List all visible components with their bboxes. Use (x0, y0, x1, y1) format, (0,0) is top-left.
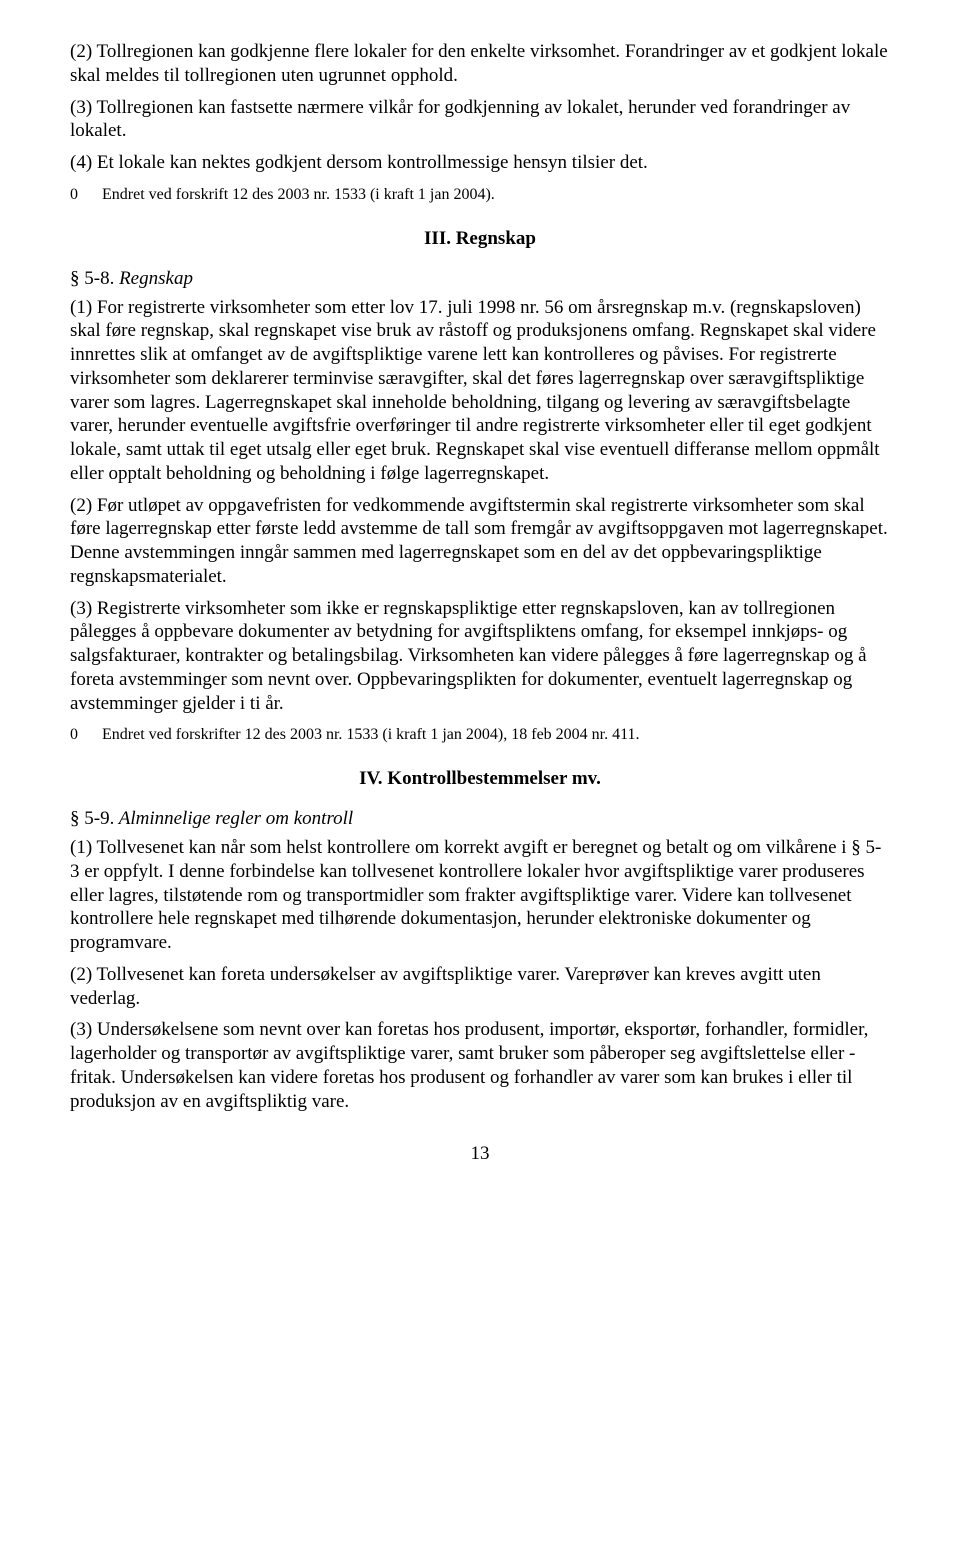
footnote-number: 0 (70, 185, 98, 206)
footnote-text: Endret ved forskrifter 12 des 2003 nr. 1… (102, 726, 640, 743)
footnote: 0 Endret ved forskrift 12 des 2003 nr. 1… (70, 185, 890, 206)
section-number: § 5-8. (70, 268, 114, 289)
paragraph: (1) Tollvesenet kan når som helst kontro… (70, 836, 890, 955)
paragraph: (3) Tollregionen kan fastsette nærmere v… (70, 96, 890, 144)
document-page: (2) Tollregionen kan godkjenne flere lok… (0, 0, 960, 1205)
section-title: Alminnelige regler om kontroll (114, 808, 353, 829)
paragraph: (2) Tollregionen kan godkjenne flere lok… (70, 40, 890, 88)
section-number: § 5-9. (70, 808, 114, 829)
paragraph: (3) Undersøkelsene som nevnt over kan fo… (70, 1018, 890, 1113)
section-heading-kontroll: IV. Kontrollbestemmelser mv. (70, 768, 890, 790)
paragraph: (2) Før utløpet av oppgavefristen for ve… (70, 494, 890, 589)
section-heading-regnskap: III. Regnskap (70, 228, 890, 250)
footnote-text: Endret ved forskrift 12 des 2003 nr. 153… (102, 186, 495, 203)
paragraph: (2) Tollvesenet kan foreta undersøkelser… (70, 963, 890, 1011)
paragraph: (1) For registrerte virksomheter som ett… (70, 296, 890, 486)
footnote: 0 Endret ved forskrifter 12 des 2003 nr.… (70, 725, 890, 746)
paragraph: (3) Registrerte virksomheter som ikke er… (70, 597, 890, 716)
page-number: 13 (70, 1143, 890, 1165)
subsection-heading-5-9: § 5-9. Alminnelige regler om kontroll (70, 808, 890, 830)
paragraph: (4) Et lokale kan nektes godkjent dersom… (70, 151, 890, 175)
footnote-number: 0 (70, 725, 98, 746)
section-title: Regnskap (114, 268, 193, 289)
subsection-heading-5-8: § 5-8. Regnskap (70, 268, 890, 290)
